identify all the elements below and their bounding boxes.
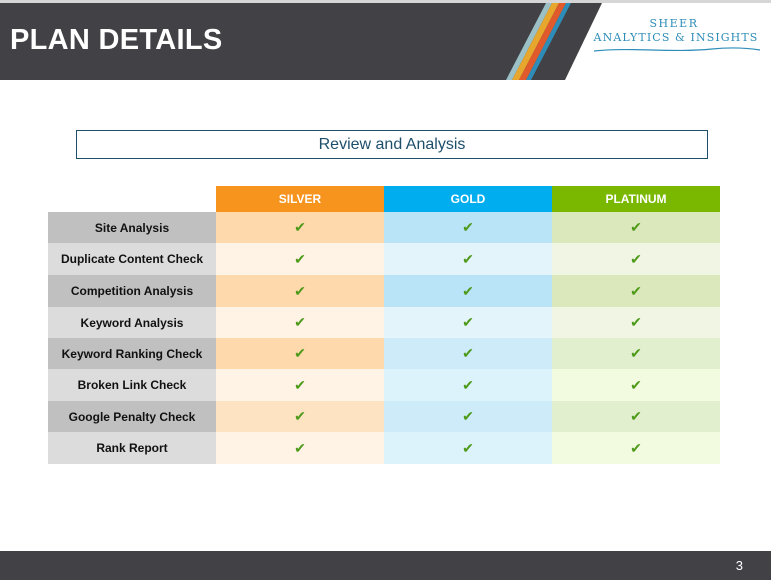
feature-label: Competition Analysis — [48, 275, 216, 307]
check-mark-icon: ✔ — [384, 212, 552, 243]
check-mark-icon: ✔ — [216, 243, 384, 275]
logo-swash-icon — [593, 47, 761, 52]
check-mark-icon: ✔ — [216, 338, 384, 369]
check-mark-icon: ✔ — [384, 275, 552, 307]
page-title: PLAN DETAILS — [10, 24, 223, 56]
table-row: Google Penalty Check ✔ ✔ ✔ — [48, 401, 720, 432]
stripe-blue — [526, 3, 571, 80]
table-header-empty — [48, 186, 216, 212]
check-mark-icon: ✔ — [552, 307, 720, 338]
check-mark-icon: ✔ — [384, 369, 552, 401]
feature-label: Google Penalty Check — [48, 401, 216, 432]
company-logo: SHEER ANALYTICS & INSIGHTS — [566, 3, 771, 80]
check-mark-icon: ✔ — [552, 432, 720, 464]
check-mark-icon: ✔ — [552, 275, 720, 307]
check-mark-icon: ✔ — [216, 307, 384, 338]
check-mark-icon: ✔ — [216, 275, 384, 307]
check-mark-icon: ✔ — [552, 212, 720, 243]
table-row: Competition Analysis ✔ ✔ ✔ — [48, 275, 720, 307]
check-mark-icon: ✔ — [552, 338, 720, 369]
check-mark-icon: ✔ — [384, 307, 552, 338]
feature-label: Duplicate Content Check — [48, 243, 216, 275]
plan-header-silver: SILVER — [216, 186, 384, 212]
table-row: Site Analysis ✔ ✔ ✔ — [48, 212, 720, 243]
check-mark-icon: ✔ — [552, 369, 720, 401]
section-title: Review and Analysis — [76, 130, 708, 159]
plan-comparison-table: SILVER GOLD PLATINUM Site Analysis ✔ ✔ ✔… — [48, 186, 720, 464]
header-bar: PLAN DETAILS SHEER ANALYTICS & INSIGHTS — [0, 3, 771, 80]
feature-label: Site Analysis — [48, 212, 216, 243]
decorative-stripes — [506, 3, 771, 80]
feature-label: Keyword Analysis — [48, 307, 216, 338]
check-mark-icon: ✔ — [216, 212, 384, 243]
check-mark-icon: ✔ — [216, 432, 384, 464]
table-row: Rank Report ✔ ✔ ✔ — [48, 432, 720, 464]
feature-label: Rank Report — [48, 432, 216, 464]
logo-text-sheer: SHEER — [649, 17, 699, 30]
table-row: Keyword Ranking Check ✔ ✔ ✔ — [48, 338, 720, 369]
footer-bar: 3 — [0, 551, 771, 580]
plan-header-gold: GOLD — [384, 186, 552, 212]
check-mark-icon: ✔ — [384, 243, 552, 275]
feature-label: Broken Link Check — [48, 369, 216, 401]
table-row: Keyword Analysis ✔ ✔ ✔ — [48, 307, 720, 338]
feature-label: Keyword Ranking Check — [48, 338, 216, 369]
stripe-teal — [506, 3, 552, 80]
check-mark-icon: ✔ — [216, 369, 384, 401]
check-mark-icon: ✔ — [552, 243, 720, 275]
logo-panel — [565, 3, 771, 80]
table-header-row: SILVER GOLD PLATINUM — [48, 186, 720, 212]
check-mark-icon: ✔ — [552, 401, 720, 432]
table-row: Broken Link Check ✔ ✔ ✔ — [48, 369, 720, 401]
logo-text-analytics: ANALYTICS & INSIGHTS — [593, 31, 759, 44]
check-mark-icon: ✔ — [384, 432, 552, 464]
check-mark-icon: ✔ — [384, 338, 552, 369]
table-row: Duplicate Content Check ✔ ✔ ✔ — [48, 243, 720, 275]
stripe-orange — [519, 3, 566, 80]
stripe-yellow — [512, 3, 559, 80]
check-mark-icon: ✔ — [384, 401, 552, 432]
plan-header-platinum: PLATINUM — [552, 186, 720, 212]
page-number: 3 — [735, 558, 743, 573]
top-border — [0, 0, 771, 3]
check-mark-icon: ✔ — [216, 401, 384, 432]
